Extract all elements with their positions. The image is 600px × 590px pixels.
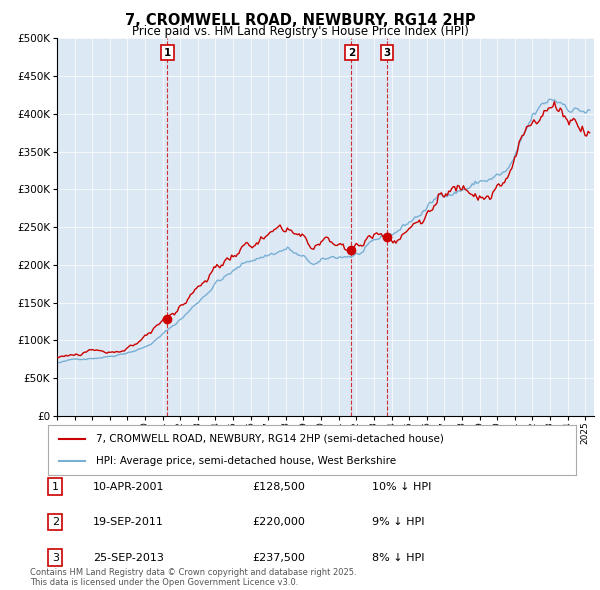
Text: 9% ↓ HPI: 9% ↓ HPI (372, 517, 425, 527)
Text: 19-SEP-2011: 19-SEP-2011 (93, 517, 164, 527)
Text: 1: 1 (164, 48, 171, 58)
Text: 10-APR-2001: 10-APR-2001 (93, 482, 164, 491)
Text: 2: 2 (348, 48, 355, 58)
Text: £220,000: £220,000 (252, 517, 305, 527)
Text: 10% ↓ HPI: 10% ↓ HPI (372, 482, 431, 491)
Text: £128,500: £128,500 (252, 482, 305, 491)
Text: £237,500: £237,500 (252, 553, 305, 562)
Text: 1: 1 (52, 482, 59, 491)
Text: Price paid vs. HM Land Registry's House Price Index (HPI): Price paid vs. HM Land Registry's House … (131, 25, 469, 38)
Text: 2: 2 (52, 517, 59, 527)
Text: 25-SEP-2013: 25-SEP-2013 (93, 553, 164, 562)
Text: Contains HM Land Registry data © Crown copyright and database right 2025.
This d: Contains HM Land Registry data © Crown c… (30, 568, 356, 587)
Text: HPI: Average price, semi-detached house, West Berkshire: HPI: Average price, semi-detached house,… (95, 456, 395, 466)
Text: 7, CROMWELL ROAD, NEWBURY, RG14 2HP: 7, CROMWELL ROAD, NEWBURY, RG14 2HP (125, 13, 475, 28)
Text: 8% ↓ HPI: 8% ↓ HPI (372, 553, 425, 562)
Text: 7, CROMWELL ROAD, NEWBURY, RG14 2HP (semi-detached house): 7, CROMWELL ROAD, NEWBURY, RG14 2HP (sem… (95, 434, 443, 444)
Text: 3: 3 (383, 48, 391, 58)
Text: 3: 3 (52, 553, 59, 562)
